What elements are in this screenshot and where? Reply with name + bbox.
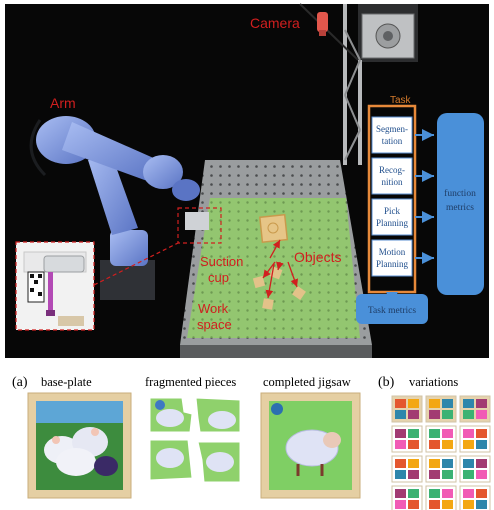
function-metrics-line2: metrics bbox=[446, 203, 474, 213]
variation-piece bbox=[395, 500, 406, 509]
variation-piece bbox=[476, 429, 487, 438]
camera-label: Camera bbox=[250, 15, 300, 31]
variation-piece bbox=[442, 410, 453, 419]
variation-piece bbox=[442, 399, 453, 408]
step-recognition: Recog- nition bbox=[371, 157, 413, 195]
variation-piece bbox=[442, 459, 453, 468]
caption-variations: variations bbox=[409, 375, 458, 389]
variation-piece bbox=[476, 489, 487, 498]
base-plate-image bbox=[27, 392, 132, 499]
camera-truss bbox=[299, 3, 418, 165]
suction-cup-highlight bbox=[177, 207, 222, 244]
tag-a: (a) bbox=[12, 375, 28, 390]
task-metrics-label: Task metrics bbox=[368, 306, 416, 316]
variation-piece bbox=[429, 489, 440, 498]
variation-piece bbox=[463, 440, 474, 449]
variation-piece bbox=[395, 399, 406, 408]
variation-piece bbox=[408, 440, 419, 449]
caption-fragmented-pieces: fragmented pieces bbox=[145, 375, 236, 389]
suction-cup-label-2: cup bbox=[208, 270, 229, 285]
step-recognition-line2: nition bbox=[381, 177, 403, 187]
step-pick-planning: Pick Planning bbox=[371, 198, 413, 236]
variation-piece bbox=[408, 489, 419, 498]
variation-piece bbox=[408, 399, 419, 408]
task-metrics-box: Task metrics bbox=[356, 294, 428, 324]
variation-piece bbox=[442, 429, 453, 438]
variation-piece bbox=[408, 429, 419, 438]
variation-piece bbox=[442, 489, 453, 498]
caption-completed-jigsaw: completed jigsaw bbox=[263, 375, 351, 389]
work-space-label-2: space bbox=[197, 317, 232, 332]
variation-piece bbox=[429, 500, 440, 509]
variation-piece bbox=[395, 470, 406, 479]
step-segmentation-line1: Segmen- bbox=[376, 124, 408, 134]
gripper-inset bbox=[15, 241, 179, 331]
variation-piece bbox=[442, 500, 453, 509]
variation-piece bbox=[429, 410, 440, 419]
camera bbox=[317, 12, 328, 36]
variation-piece bbox=[429, 470, 440, 479]
variation-piece bbox=[442, 440, 453, 449]
step-motion-planning-line2: Planning bbox=[376, 259, 409, 269]
suction-cup-label-1: Suction bbox=[200, 254, 243, 269]
variation-piece bbox=[395, 459, 406, 468]
variation-piece bbox=[429, 440, 440, 449]
step-pick-planning-line2: Planning bbox=[376, 218, 409, 228]
variation-piece bbox=[463, 429, 474, 438]
workbench bbox=[180, 160, 372, 358]
step-recognition-line1: Recog- bbox=[379, 165, 405, 175]
variation-piece bbox=[476, 410, 487, 419]
bottom-panel: (a) base-plate fragmented pieces complet… bbox=[12, 375, 491, 510]
task-label: Task bbox=[390, 95, 412, 106]
variation-piece bbox=[429, 459, 440, 468]
robot-arm bbox=[29, 116, 209, 300]
variation-piece bbox=[476, 399, 487, 408]
variation-piece bbox=[476, 470, 487, 479]
variation-piece bbox=[476, 440, 487, 449]
function-metrics-line1: function bbox=[444, 188, 476, 199]
completed-jigsaw-image bbox=[260, 392, 361, 499]
variation-piece bbox=[476, 459, 487, 468]
step-motion-planning: Motion Planning bbox=[371, 239, 413, 277]
step-motion-planning-line1: Motion bbox=[379, 247, 406, 257]
variation-piece bbox=[463, 459, 474, 468]
variation-piece bbox=[463, 489, 474, 498]
work-space-label-1: Work bbox=[198, 301, 229, 316]
caption-base-plate: base-plate bbox=[41, 375, 92, 389]
function-metrics-box: function metrics bbox=[437, 113, 484, 295]
variation-piece bbox=[408, 459, 419, 468]
tag-b: (b) bbox=[378, 375, 395, 390]
arm-label: Arm bbox=[50, 95, 76, 111]
variations-grid bbox=[391, 395, 491, 510]
variation-piece bbox=[463, 399, 474, 408]
jigsaw-objects bbox=[252, 213, 306, 310]
variation-piece bbox=[429, 399, 440, 408]
variation-piece bbox=[476, 500, 487, 509]
variation-piece bbox=[395, 489, 406, 498]
variation-piece bbox=[408, 500, 419, 509]
variation-piece bbox=[408, 410, 419, 419]
variation-piece bbox=[463, 470, 474, 479]
fragmented-pieces-image bbox=[149, 397, 241, 483]
variation-piece bbox=[463, 500, 474, 509]
objects-label: Objects bbox=[294, 249, 341, 265]
variation-piece bbox=[395, 429, 406, 438]
step-segmentation-line2: tation bbox=[382, 136, 403, 146]
variation-piece bbox=[395, 410, 406, 419]
variation-piece bbox=[395, 440, 406, 449]
step-pick-planning-line1: Pick bbox=[384, 206, 401, 216]
variation-piece bbox=[463, 410, 474, 419]
task-flow-diagram: Task Segmen- tation Recog- nition Pick P… bbox=[356, 95, 484, 324]
label-arrows bbox=[262, 239, 299, 299]
variation-piece bbox=[408, 470, 419, 479]
variation-piece bbox=[442, 470, 453, 479]
variation-piece bbox=[429, 429, 440, 438]
step-segmentation: Segmen- tation bbox=[371, 116, 413, 154]
